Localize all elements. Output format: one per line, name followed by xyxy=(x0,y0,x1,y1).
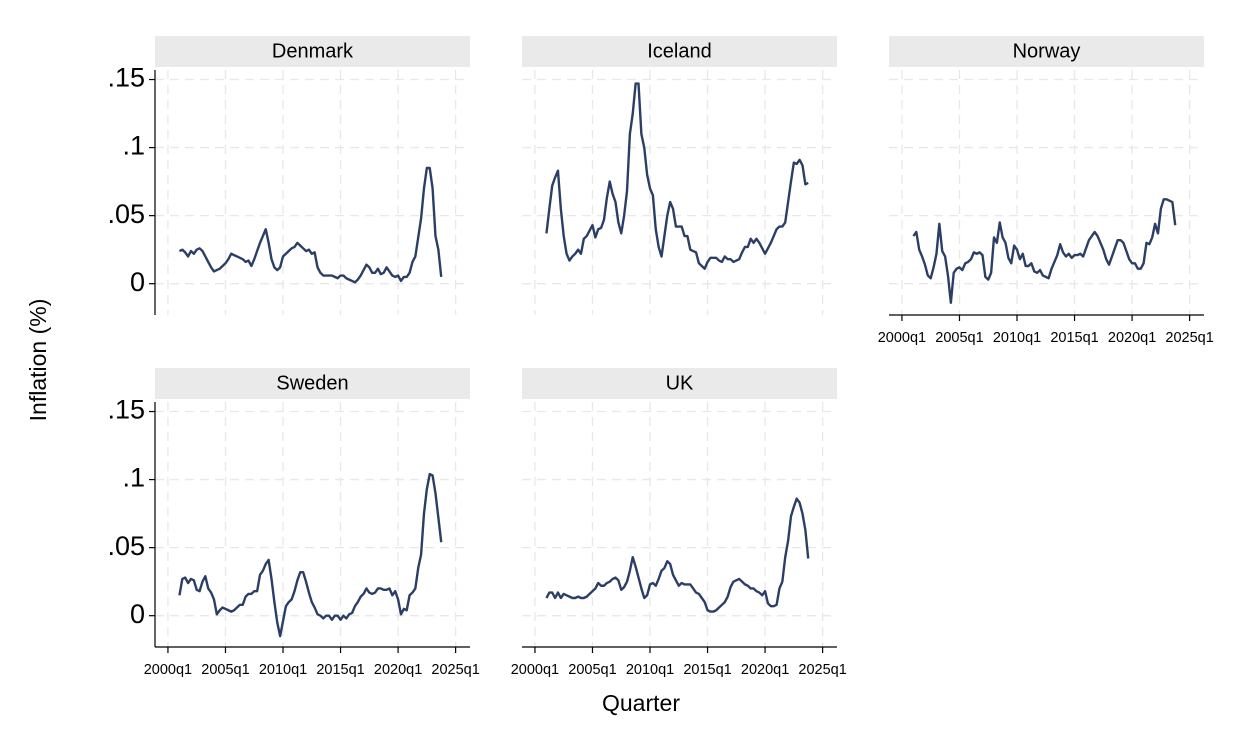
y-tick-label: 0 xyxy=(130,599,145,629)
panel-header xyxy=(155,36,470,67)
y-tick-label: .1 xyxy=(122,131,145,161)
x-tick-label: 2010q1 xyxy=(993,330,1041,346)
y-tick-label: .05 xyxy=(107,199,145,229)
series-line xyxy=(912,198,1177,304)
panel-title: Sweden xyxy=(276,372,348,394)
panel-header xyxy=(522,368,837,399)
x-tick-label: 2005q1 xyxy=(201,662,249,678)
y-tick-label: .1 xyxy=(122,463,145,493)
panel-title: UK xyxy=(666,372,694,394)
y-tick-label: .05 xyxy=(107,531,145,561)
y-tick-label: .15 xyxy=(107,395,145,425)
x-tick-label: 2010q1 xyxy=(259,662,307,678)
series-line xyxy=(545,82,809,270)
x-tick-label: 2015q1 xyxy=(316,662,364,678)
panel-title: Denmark xyxy=(272,40,354,62)
series-line xyxy=(178,166,443,284)
x-tick-label: 2000q1 xyxy=(878,330,926,346)
x-tick-label: 2010q1 xyxy=(626,662,674,678)
x-tick-label: 2015q1 xyxy=(683,662,731,678)
x-tick-label: 2020q1 xyxy=(1108,330,1156,346)
x-tick-label: 2020q1 xyxy=(374,662,422,678)
panel-title: Norway xyxy=(1013,40,1081,62)
x-tick-label: 2025q1 xyxy=(431,662,479,678)
panel-title: Iceland xyxy=(647,40,712,62)
panel-header xyxy=(522,36,837,67)
x-tick-label: 2020q1 xyxy=(741,662,789,678)
panel-header xyxy=(889,36,1204,67)
x-tick-label: 2005q1 xyxy=(568,662,616,678)
panel-header xyxy=(155,368,470,399)
x-tick-label: 2025q1 xyxy=(1165,330,1213,346)
y-axis-title: Inflation (%) xyxy=(25,299,51,422)
x-tick-label: 2015q1 xyxy=(1050,330,1098,346)
y-tick-label: 0 xyxy=(130,267,145,297)
series-line xyxy=(178,472,443,638)
x-tick-label: 2005q1 xyxy=(935,330,983,346)
x-tick-label: 2025q1 xyxy=(798,662,846,678)
x-tick-label: 2000q1 xyxy=(511,662,559,678)
y-tick-label: .15 xyxy=(107,63,145,93)
x-tick-label: 2000q1 xyxy=(144,662,192,678)
series-line xyxy=(545,497,810,613)
x-axis-title: Quarter xyxy=(602,690,680,716)
